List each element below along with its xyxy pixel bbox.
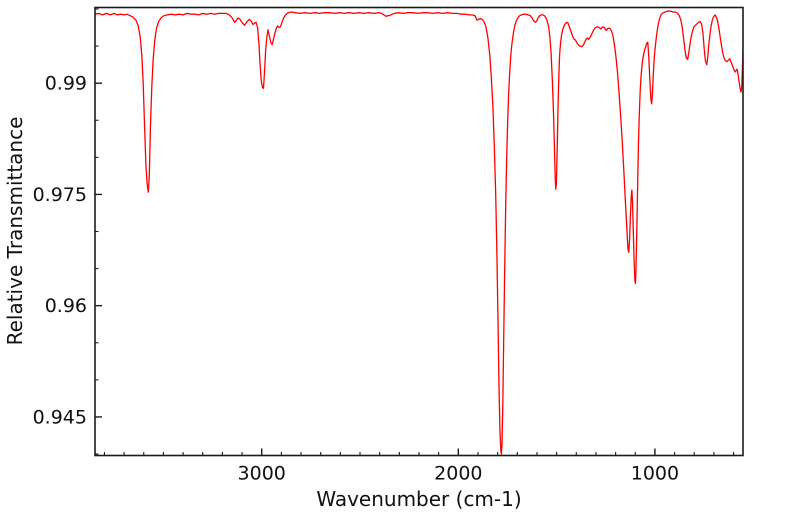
x-tick-label: 1000 xyxy=(631,463,679,485)
y-tick-label: 0.945 xyxy=(33,406,87,428)
y-tick-label: 0.99 xyxy=(45,73,87,95)
y-axis-label: Relative Transmittance xyxy=(3,117,27,346)
spectrum-line xyxy=(95,10,743,455)
y-tick-label: 0.975 xyxy=(33,184,87,206)
plot-border xyxy=(94,6,744,457)
x-tick-label: 3000 xyxy=(238,463,286,485)
x-tick-label: 2000 xyxy=(434,463,482,485)
y-tick-label: 0.96 xyxy=(45,295,87,317)
axis-tick-labels: 3000 2000 1000 0.99 0.975 0.96 0.945 xyxy=(33,73,680,485)
x-axis-label: Wavenumber (cm-1) xyxy=(316,487,521,511)
spectrum-curve xyxy=(95,10,743,455)
axis-ticks xyxy=(95,8,735,456)
